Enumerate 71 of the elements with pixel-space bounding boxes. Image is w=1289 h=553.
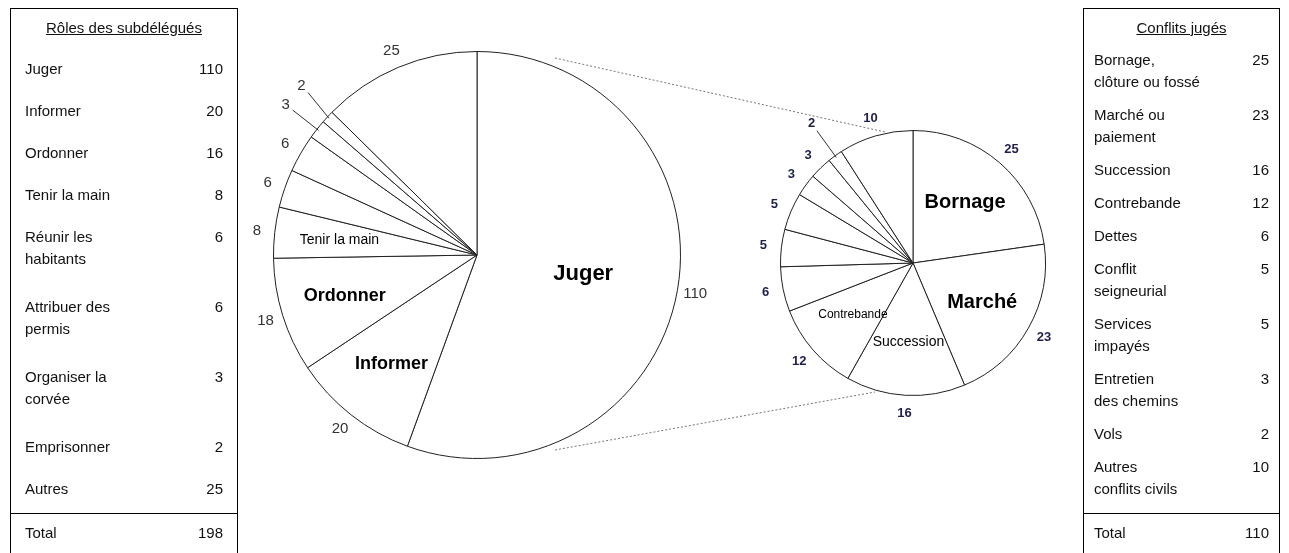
text: Rôles des subdélégués bbox=[46, 19, 202, 36]
data-label: 5 bbox=[1260, 314, 1269, 334]
category-label: Total bbox=[25, 523, 57, 543]
data-label: 110 bbox=[1245, 523, 1269, 543]
data-label: 18 bbox=[257, 310, 274, 328]
category-label: Contrebande bbox=[1094, 193, 1181, 213]
category-label: Organiser la corvée bbox=[25, 367, 107, 409]
data-label: 8 bbox=[252, 220, 262, 238]
data-label: 12 bbox=[1252, 193, 1269, 213]
slice-label: Succession bbox=[872, 333, 945, 350]
data-label: 5 bbox=[770, 195, 778, 211]
data-label: 20 bbox=[331, 419, 349, 437]
data-label: 6 bbox=[1260, 226, 1269, 246]
data-label: 20 bbox=[206, 101, 223, 121]
category-label: Vols bbox=[1094, 424, 1123, 444]
category-label: Emprisonner bbox=[25, 437, 111, 457]
category-label: Réunir les habitants bbox=[25, 227, 93, 269]
data-label: 16 bbox=[1252, 160, 1269, 180]
category-label: Ordonner bbox=[25, 143, 89, 163]
data-label: 16 bbox=[897, 404, 912, 420]
slice-label: Tenir la main bbox=[299, 230, 380, 247]
data-label: 2 bbox=[807, 115, 816, 131]
category-label: Juger bbox=[25, 59, 63, 79]
data-label: 6 bbox=[761, 284, 770, 300]
data-label: 25 bbox=[1004, 140, 1019, 156]
data-label: 12 bbox=[792, 353, 807, 369]
data-label: 8 bbox=[214, 185, 223, 205]
data-label: 2 bbox=[214, 437, 223, 457]
category-label: Total bbox=[1094, 523, 1126, 543]
data-label: 23 bbox=[1252, 105, 1269, 125]
data-label: 2 bbox=[297, 76, 306, 94]
data-label: 3 bbox=[804, 146, 812, 162]
data-label: 110 bbox=[199, 59, 223, 79]
category-label: Informer bbox=[25, 101, 81, 121]
data-label: 25 bbox=[206, 479, 223, 499]
data-label: 23 bbox=[1036, 328, 1052, 344]
data-label: 2 bbox=[1260, 424, 1269, 444]
category-label: Succession bbox=[1094, 160, 1171, 180]
data-label: 16 bbox=[206, 143, 223, 163]
category-label: Marché ou paiement bbox=[1094, 105, 1165, 147]
data-label: 25 bbox=[1252, 50, 1269, 70]
category-label: Tenir la main bbox=[25, 185, 111, 205]
text: Conflits jugés bbox=[1136, 19, 1227, 36]
data-label: 25 bbox=[383, 40, 400, 58]
data-label: 6 bbox=[281, 134, 290, 152]
data-label: 5 bbox=[1260, 259, 1269, 279]
category-label: Entretien des chemins bbox=[1094, 369, 1179, 411]
slice-label: Ordonner bbox=[303, 285, 386, 306]
data-label: 3 bbox=[787, 166, 795, 182]
data-label: 3 bbox=[214, 367, 223, 387]
data-label: 10 bbox=[863, 110, 878, 126]
slice-label: Bornage bbox=[924, 190, 1006, 213]
data-label: 3 bbox=[281, 94, 290, 112]
category-label: Attribuer des permis bbox=[25, 297, 111, 339]
slice-label: Juger bbox=[553, 259, 614, 285]
slice-label: Marché bbox=[947, 289, 1018, 312]
data-label: 3 bbox=[1260, 369, 1269, 389]
category-label: Bornage, clôture ou fossé bbox=[1094, 50, 1200, 92]
data-label: 198 bbox=[197, 523, 223, 543]
category-label: Services impayés bbox=[1094, 314, 1152, 356]
data-label: 5 bbox=[759, 237, 768, 253]
data-label: 6 bbox=[214, 297, 223, 317]
slice-label: Informer bbox=[354, 352, 428, 373]
data-label: 10 bbox=[1252, 457, 1269, 477]
data-label: 6 bbox=[263, 172, 272, 190]
category-label: Conflit seigneurial bbox=[1094, 259, 1167, 301]
category-label: Dettes bbox=[1094, 226, 1138, 246]
data-label: 110 bbox=[683, 283, 708, 301]
data-label: 6 bbox=[214, 227, 223, 247]
category-label: Autres conflits civils bbox=[1094, 457, 1178, 499]
category-label: Autres bbox=[25, 479, 69, 499]
